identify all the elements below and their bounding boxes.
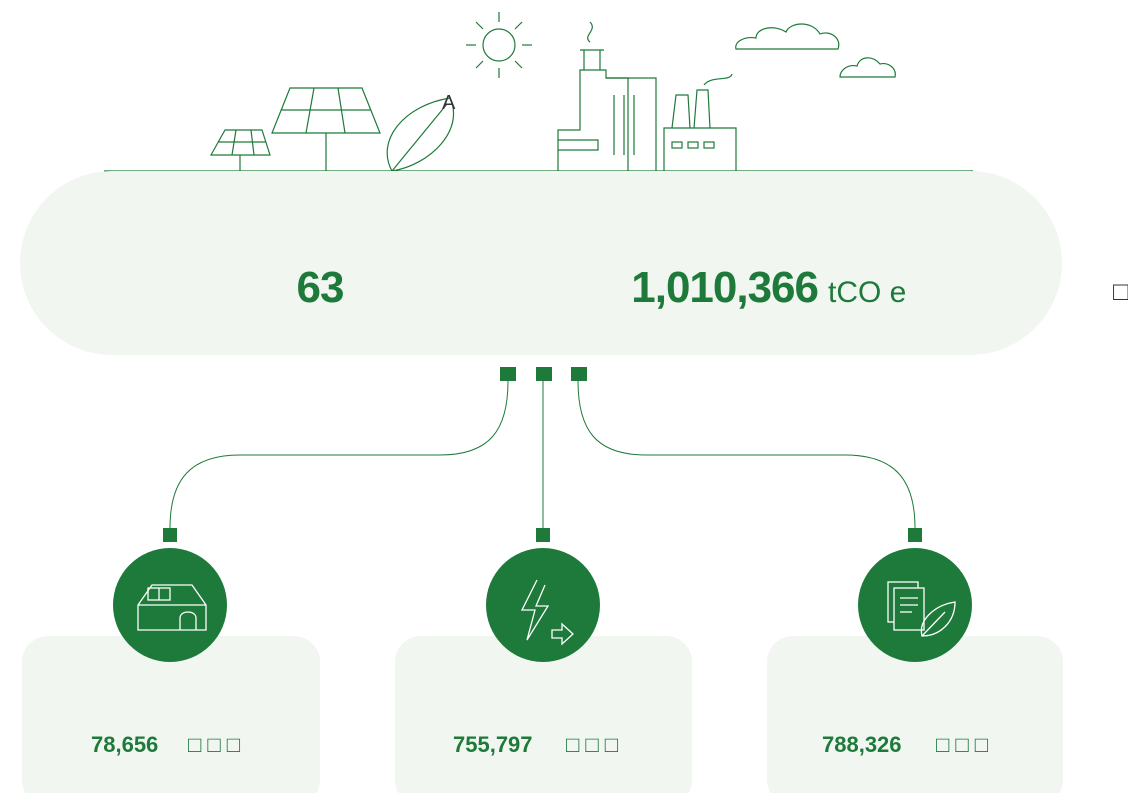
summary-emissions: 1,010,366 bbox=[631, 263, 818, 312]
summary-panel bbox=[20, 171, 1062, 355]
illustration bbox=[104, 12, 973, 171]
card-value: 755,797 bbox=[453, 732, 533, 757]
card-label: □ □ □ bbox=[936, 732, 988, 757]
icon-circle bbox=[486, 548, 600, 662]
card-value: 78,656 bbox=[91, 732, 158, 757]
side-label: □ bbox=[1113, 276, 1128, 306]
card-value: 788,326 bbox=[822, 732, 902, 757]
summary-count: 63 bbox=[297, 263, 344, 312]
card-label: □ □ □ bbox=[188, 732, 240, 757]
infographic: A 63 1,010,366 tCO e □ 78,656 □ □ □ 755,… bbox=[0, 0, 1128, 793]
connector-lines bbox=[170, 381, 915, 528]
card-label: □ □ □ bbox=[566, 732, 618, 757]
illustration-label: A bbox=[442, 92, 456, 114]
summary-unit: tCO e bbox=[828, 276, 906, 309]
